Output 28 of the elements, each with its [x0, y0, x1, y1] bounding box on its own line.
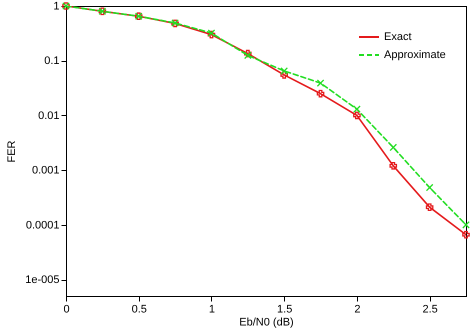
point — [389, 144, 398, 152]
x-axis-title: Eb/N0 (dB) — [239, 316, 294, 328]
y-tick-label: 0.0001 — [26, 219, 60, 232]
point — [462, 221, 470, 229]
point — [316, 79, 324, 87]
x-tick-label: 1 — [208, 304, 216, 316]
y-tick-label: 0.01 — [38, 110, 60, 122]
point — [280, 67, 288, 75]
point — [353, 105, 361, 113]
legend-label: Exact — [384, 31, 412, 43]
y-axis-title: FER — [6, 140, 18, 162]
point — [280, 71, 288, 79]
x-tick-label: 2 — [354, 304, 360, 316]
point — [462, 230, 470, 239]
x-tick-label: 0.5 — [132, 304, 147, 316]
x-tick-label: 0 — [63, 304, 70, 316]
x-tick-label: 2.5 — [422, 304, 438, 316]
point — [353, 112, 361, 120]
y-tick-label: 0.001 — [32, 164, 60, 177]
x-tick-label: 1.5 — [277, 304, 292, 316]
point — [316, 90, 324, 98]
y-tick-label: 1e-005 — [25, 274, 60, 286]
y-tick-label: 1 — [53, 0, 60, 12]
point — [426, 203, 434, 212]
point — [389, 162, 398, 170]
legend-label: Approximate — [384, 49, 446, 61]
point — [426, 184, 434, 192]
y-tick-label: 0.1 — [44, 55, 60, 68]
